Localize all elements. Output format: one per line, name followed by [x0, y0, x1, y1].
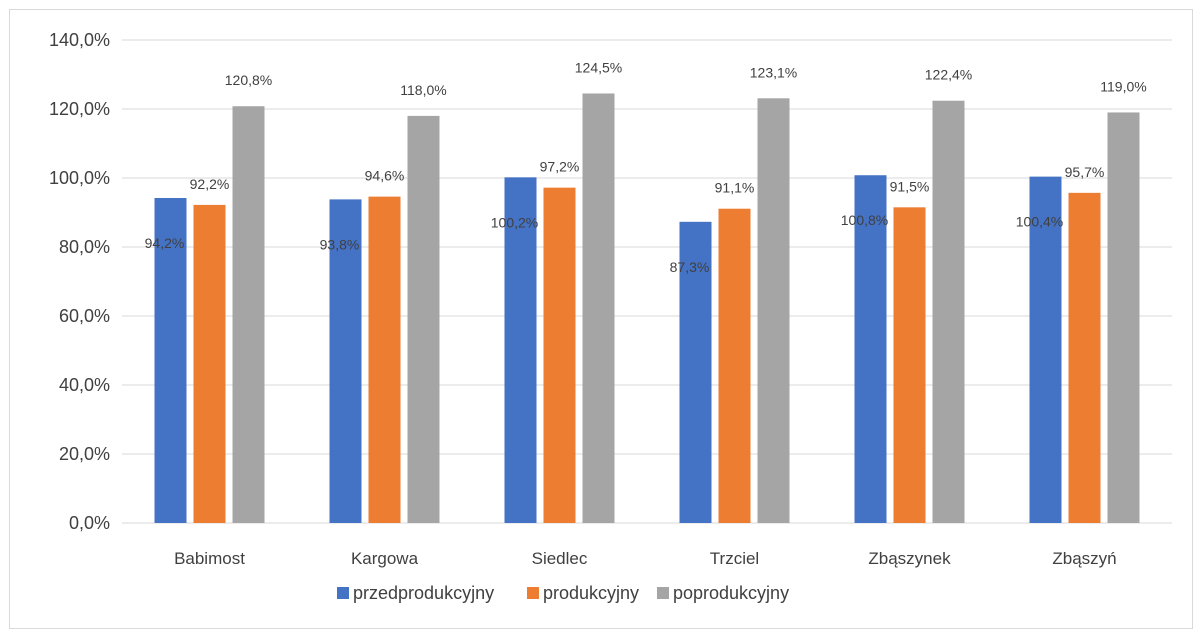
data-label: 100,2%: [491, 214, 538, 230]
bar-poprodukcyjny-babimost: [232, 106, 265, 524]
y-tick-label: 140,0%: [49, 30, 110, 50]
y-axis-tick-labels: 0,0% 20,0% 40,0% 60,0% 80,0% 100,0% 120,0% 140,…: [49, 30, 110, 533]
bar-produkcyjny-trzciel: [718, 208, 751, 523]
bar-przedprodukcyjny-babimost: [154, 198, 187, 523]
data-labels: 94,2% 92,2% 120,8% 93,8% 94,6% 118,0% 100,2% 97…: [145, 59, 1147, 274]
x-axis-category-labels: Babimost Kargowa Siedlec Trzciel Zbąszynek Zb…: [174, 549, 1117, 568]
y-tick-label: 80,0%: [59, 237, 110, 257]
x-category-label: Babimost: [174, 549, 245, 568]
legend-label-przedprodukcyjny: przedprodukcyjny: [353, 583, 494, 603]
bar-przedprodukcyjny-trzciel: [679, 221, 712, 523]
bar-chart: 0,0% 20,0% 40,0% 60,0% 80,0% 100,0% 120,0% 140,…: [49, 30, 1172, 603]
bar-przedprodukcyjny-zbąszyń: [1029, 176, 1062, 523]
data-label: 87,3%: [670, 259, 710, 275]
bar-przedprodukcyjny-siedlec: [504, 177, 537, 523]
bar-produkcyjny-babimost: [193, 204, 226, 523]
data-label: 97,2%: [540, 159, 580, 175]
data-label: 95,7%: [1065, 164, 1105, 180]
data-label: 123,1%: [750, 64, 797, 80]
bar-poprodukcyjny-trzciel: [757, 98, 790, 524]
bar-produkcyjny-zbąszynek: [893, 207, 926, 523]
bar-poprodukcyjny-kargowa: [407, 115, 440, 524]
data-label: 94,2%: [145, 235, 185, 251]
y-tick-label: 60,0%: [59, 306, 110, 326]
bar-przedprodukcyjny-zbąszynek: [854, 175, 887, 524]
bar-produkcyjny-siedlec: [543, 187, 576, 523]
bars: [154, 93, 1140, 524]
x-category-label: Zbąszyń: [1052, 549, 1116, 568]
legend: przedprodukcyjny produkcyjny poprodukcyjny: [337, 583, 789, 603]
x-category-label: Trzciel: [710, 549, 759, 568]
y-tick-label: 40,0%: [59, 375, 110, 395]
y-tick-label: 100,0%: [49, 168, 110, 188]
bar-poprodukcyjny-siedlec: [582, 93, 615, 523]
bar-produkcyjny-zbąszyń: [1068, 192, 1101, 523]
data-label: 118,0%: [400, 82, 446, 98]
gridlines: [122, 39, 1172, 524]
data-label: 92,2%: [190, 176, 230, 192]
x-category-label: Zbąszynek: [868, 549, 951, 568]
data-label: 122,4%: [925, 67, 972, 83]
legend-swatch-poprodukcyjny: [657, 587, 669, 599]
bar-poprodukcyjny-zbąszynek: [932, 100, 965, 523]
data-label: 91,5%: [890, 178, 930, 194]
data-label: 93,8%: [320, 236, 360, 252]
data-label: 120,8%: [225, 72, 272, 88]
legend-swatch-przedprodukcyjny: [337, 587, 349, 599]
legend-label-poprodukcyjny: poprodukcyjny: [673, 583, 789, 603]
data-label: 100,4%: [1016, 214, 1063, 230]
data-label: 94,6%: [365, 168, 405, 184]
legend-swatch-produkcyjny: [527, 587, 539, 599]
y-tick-label: 120,0%: [49, 99, 110, 119]
chart-frame: 0,0% 20,0% 40,0% 60,0% 80,0% 100,0% 120,0% 140,…: [9, 9, 1193, 629]
bar-produkcyjny-kargowa: [368, 196, 401, 523]
x-category-label: Kargowa: [351, 549, 419, 568]
x-category-label: Siedlec: [532, 549, 588, 568]
bar-przedprodukcyjny-kargowa: [329, 199, 362, 523]
bar-poprodukcyjny-zbąszyń: [1107, 112, 1140, 523]
data-label: 100,8%: [841, 212, 888, 228]
y-tick-label: 0,0%: [69, 513, 110, 533]
legend-label-produkcyjny: produkcyjny: [543, 583, 639, 603]
data-label: 124,5%: [575, 59, 622, 75]
data-label: 91,1%: [715, 180, 755, 196]
y-tick-label: 20,0%: [59, 444, 110, 464]
data-label: 119,0%: [1100, 78, 1146, 94]
